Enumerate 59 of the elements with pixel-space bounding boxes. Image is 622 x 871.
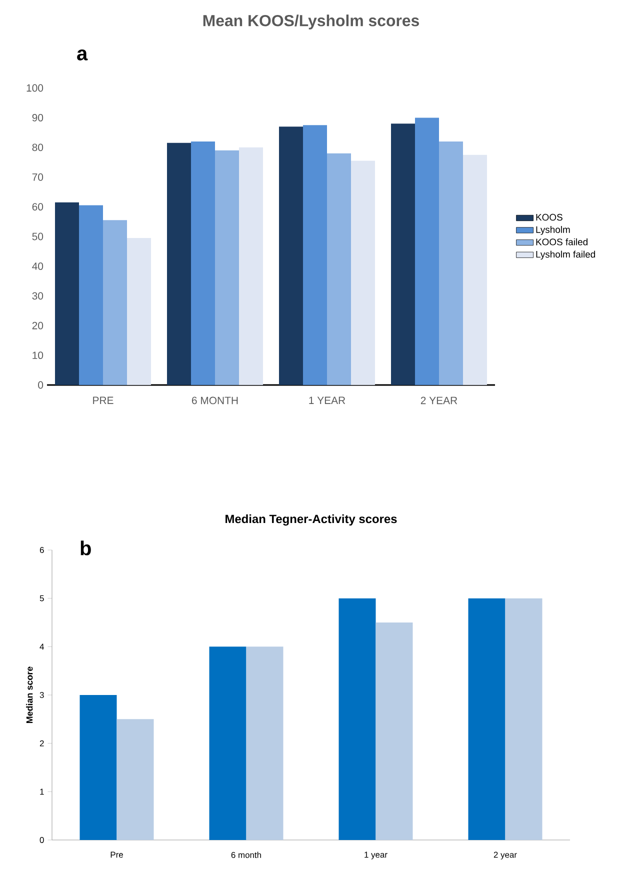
legend-label: Lysholm xyxy=(536,226,570,235)
bar xyxy=(439,141,463,385)
bar xyxy=(215,150,239,385)
bar xyxy=(127,238,151,385)
y-tick-label: 1 xyxy=(40,788,44,795)
chart-title: Mean KOOS/Lysholm scores xyxy=(203,14,419,30)
bar xyxy=(415,118,439,385)
bar xyxy=(351,160,375,385)
y-tick-label: 5 xyxy=(40,595,44,602)
x-tick-label: 1 year xyxy=(364,852,388,860)
bar xyxy=(391,124,415,385)
bar xyxy=(116,719,154,840)
bar xyxy=(55,202,79,385)
x-tick-label: 2 year xyxy=(494,852,517,860)
bar xyxy=(376,622,413,840)
x-tick-label: PRE xyxy=(93,396,114,404)
x-tick-label: Pre xyxy=(110,852,123,858)
bar xyxy=(468,598,506,840)
x-tick-label: 2 YEAR xyxy=(420,396,458,404)
bar xyxy=(167,142,191,385)
text: a xyxy=(77,50,88,60)
annotation: b xyxy=(80,540,91,556)
bar xyxy=(278,126,303,385)
bar xyxy=(103,220,127,385)
y-tick-label: 60 xyxy=(32,203,44,210)
y-tick-label: 4 xyxy=(40,644,44,650)
y-tick-label: 10 xyxy=(32,352,44,359)
y-tick-label: 100 xyxy=(26,84,44,92)
y-tick-label: 40 xyxy=(32,262,44,270)
y-axis-title: Median score xyxy=(26,666,33,724)
x-tick-label: 6 MONTH xyxy=(192,396,238,404)
x-tick-label: 1 YEAR xyxy=(309,396,346,404)
bar xyxy=(505,598,542,840)
bar xyxy=(191,141,215,385)
y-tick-label: 6 xyxy=(40,547,44,553)
bar xyxy=(239,147,263,385)
bar xyxy=(303,125,327,385)
y-tick-label: 30 xyxy=(32,292,44,300)
y-tick-label: 50 xyxy=(32,232,44,240)
bar xyxy=(80,694,117,840)
y-tick-label: 2 xyxy=(40,740,44,746)
legend-label: KOOS xyxy=(536,214,562,221)
legend-label: Lysholm failed xyxy=(536,250,596,260)
y-tick-label: 0 xyxy=(38,381,44,389)
bar xyxy=(463,154,487,385)
y-tick-label: 20 xyxy=(32,322,44,330)
y-tick-label: 0 xyxy=(40,837,44,843)
legend-label: KOOS failed xyxy=(536,238,588,246)
bar xyxy=(246,646,284,840)
y-tick-label: 90 xyxy=(32,114,44,122)
bar xyxy=(79,205,103,385)
y-tick-label: 70 xyxy=(32,173,44,181)
bar xyxy=(327,153,351,385)
chart-title: Median Tegner-Activity scores xyxy=(226,514,397,526)
y-tick-label: 3 xyxy=(40,692,44,698)
bar xyxy=(338,598,376,840)
y-tick-label: 80 xyxy=(32,144,44,152)
bar xyxy=(209,646,246,840)
x-tick-label: 6 month xyxy=(231,852,261,858)
